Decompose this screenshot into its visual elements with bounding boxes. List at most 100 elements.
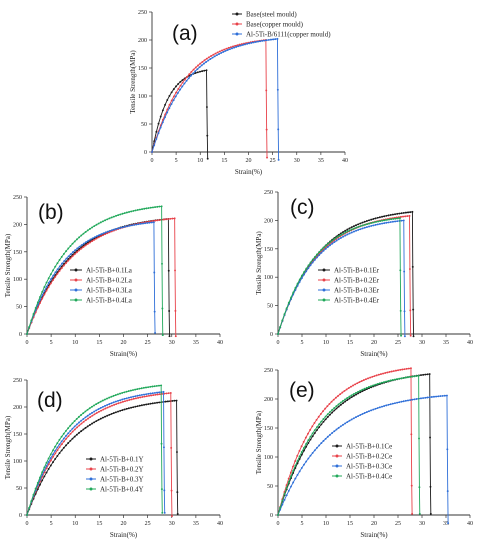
data-point (106, 232, 109, 235)
data-point (138, 387, 141, 390)
data-point (47, 285, 50, 288)
data-point (69, 429, 72, 432)
data-point (91, 237, 94, 240)
data-point (104, 407, 107, 410)
data-point (107, 230, 109, 233)
series-line (26, 392, 173, 517)
data-point (383, 222, 386, 225)
data-point (294, 286, 297, 289)
data-point (58, 258, 61, 261)
data-point (95, 420, 98, 422)
data-point (302, 440, 305, 443)
data-point (32, 493, 35, 496)
data-point (121, 398, 124, 401)
data-point (62, 264, 65, 267)
data-point (287, 489, 290, 492)
legend-swatch-marker (74, 288, 78, 292)
data-point (84, 419, 87, 422)
data-point (155, 130, 158, 133)
data-point (330, 400, 333, 403)
data-point (395, 369, 397, 372)
data-point (168, 310, 171, 312)
data-point (290, 296, 293, 299)
data-point (170, 103, 173, 105)
data-point (272, 38, 275, 41)
data-point (374, 407, 377, 410)
data-point (100, 409, 103, 412)
data-point (422, 397, 425, 400)
data-point (190, 70, 193, 73)
data-point (364, 223, 367, 226)
data-point (342, 232, 345, 235)
data-point (88, 423, 91, 426)
legend-label: Al-5Ti-B+0.3Er (334, 286, 380, 294)
data-point (61, 262, 63, 265)
data-point (185, 79, 188, 82)
data-point (177, 91, 179, 94)
data-point (224, 49, 227, 52)
data-point (403, 310, 406, 313)
y-axis-title: Tensile Strength(MPa) (255, 410, 263, 474)
y-tick-label: 100 (264, 455, 273, 461)
data-point (132, 397, 135, 400)
series-2: Al-5Ti-B+0.2Ce (277, 367, 414, 516)
x-tick-label: 20 (371, 521, 377, 527)
data-point (69, 245, 72, 247)
data-point (76, 426, 79, 429)
y-tick-label: 200 (13, 222, 22, 228)
legend-label: Al-5Ti-B+0.4Er (334, 296, 380, 304)
data-point (75, 251, 78, 254)
data-point (114, 394, 117, 397)
data-point (359, 389, 362, 392)
data-point (91, 411, 93, 414)
data-point (50, 459, 52, 462)
data-point (28, 326, 31, 328)
data-point (376, 383, 379, 385)
data-point (292, 469, 295, 472)
data-point (158, 219, 161, 221)
data-point (192, 68, 195, 71)
data-point (303, 463, 305, 466)
data-point (89, 238, 92, 241)
data-point (437, 395, 440, 398)
data-point (303, 271, 306, 273)
data-point (318, 426, 321, 429)
data-point (71, 242, 74, 245)
series-4: Al-5Ti-B+0.4La (26, 205, 164, 337)
data-point (174, 269, 176, 272)
data-point (399, 368, 402, 371)
data-point (446, 490, 449, 493)
x-tick-label: 35 (193, 521, 199, 527)
data-point (290, 475, 292, 478)
data-point (147, 403, 150, 406)
data-point (84, 231, 87, 233)
data-point (405, 367, 408, 370)
chart-panel-d: 0 5 10 15 20 25 30 35 40 0 50 100 150 200 250 Strain(%)… (4, 378, 223, 539)
data-point (385, 221, 388, 224)
data-point (108, 405, 111, 408)
data-point (202, 62, 205, 65)
data-point (270, 38, 272, 41)
x-tick-label: 10 (323, 340, 329, 346)
y-tick-label: 100 (138, 94, 147, 100)
data-point (36, 301, 39, 304)
data-point (58, 443, 61, 446)
data-point (294, 477, 297, 480)
data-point (41, 471, 44, 474)
data-point (265, 89, 268, 92)
data-point (69, 432, 72, 435)
data-point (346, 399, 349, 401)
data-point (209, 58, 212, 60)
data-point (67, 427, 70, 430)
data-point (333, 237, 336, 240)
data-point (326, 415, 329, 418)
data-point (30, 319, 33, 322)
data-point (352, 384, 355, 387)
data-point (207, 56, 210, 59)
data-point (133, 223, 136, 226)
data-point (350, 394, 353, 397)
data-point (357, 228, 360, 231)
data-point (389, 379, 392, 382)
data-point (351, 228, 353, 231)
data-point (108, 413, 111, 416)
